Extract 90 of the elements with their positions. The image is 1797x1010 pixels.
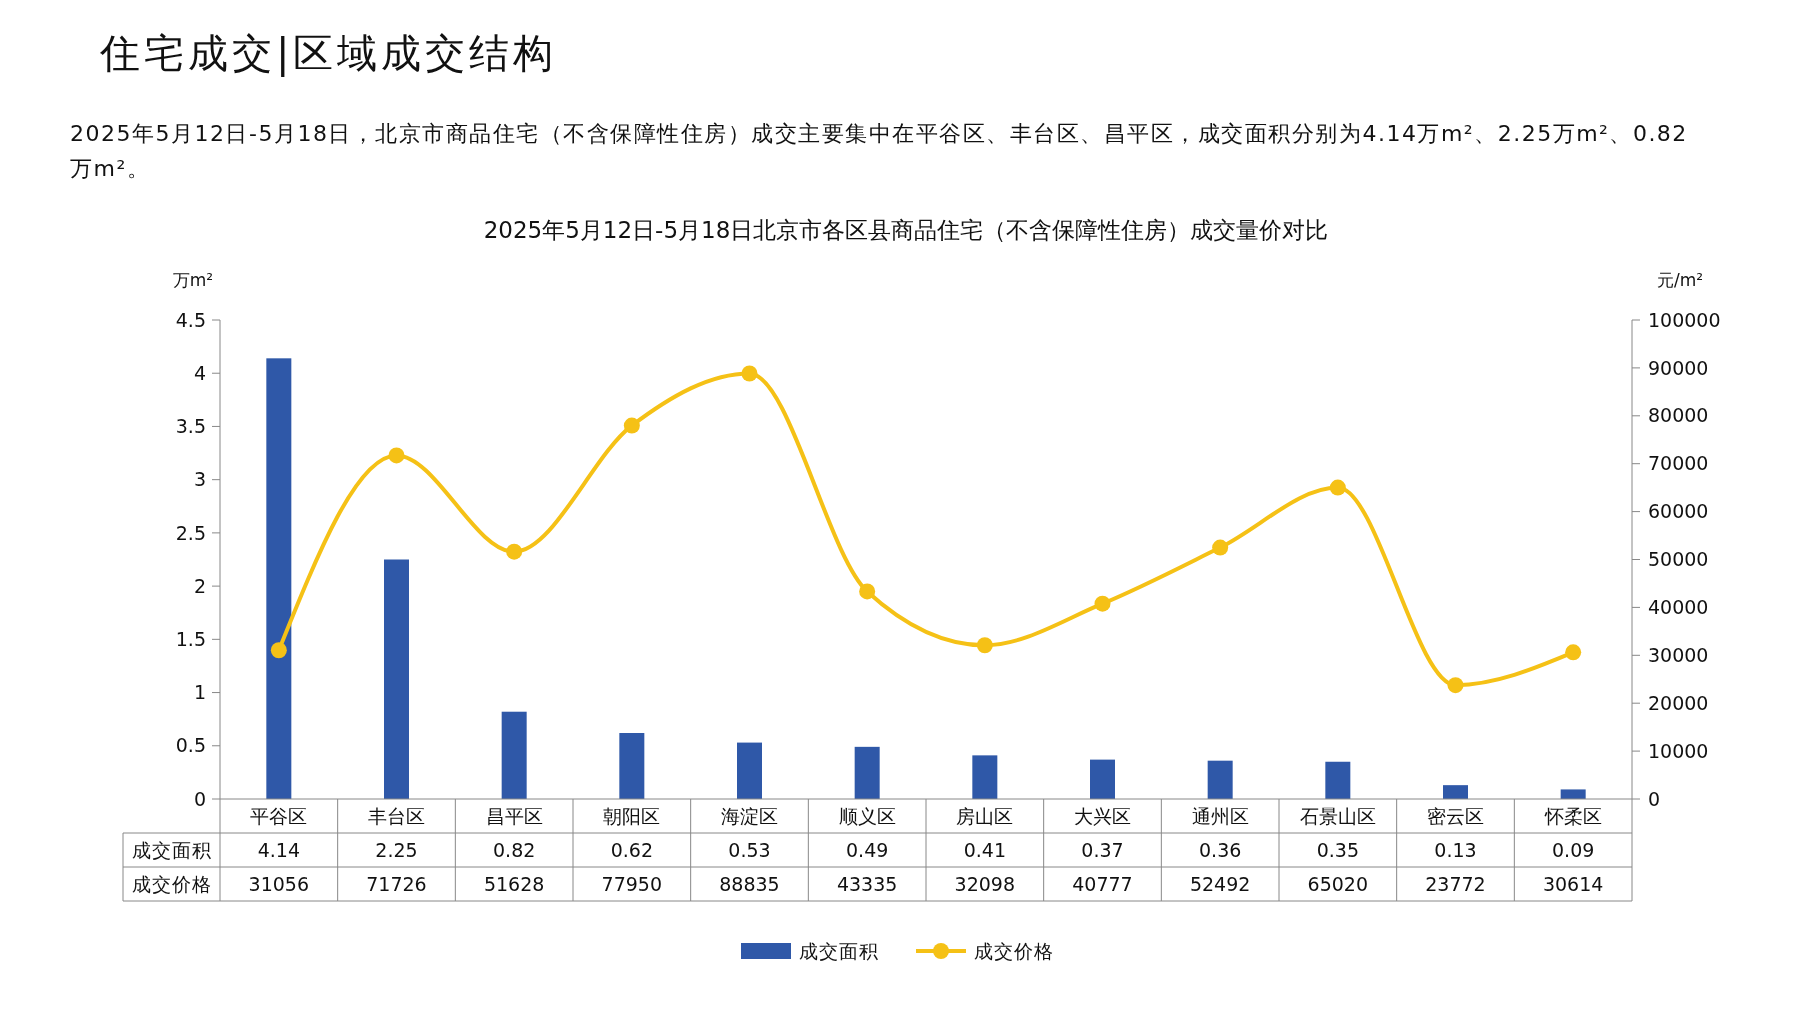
point xyxy=(506,543,523,560)
y2-tick-label: 40000 xyxy=(1648,596,1709,619)
point xyxy=(1329,479,1346,496)
chart-title: 2025年5月12日-5月18日北京市各区县商品住宅（不含保障性住房）成交量价对比 xyxy=(483,217,1329,243)
data-label: 23772 xyxy=(1425,872,1486,895)
x-tick-label: 通州区 xyxy=(1191,804,1249,827)
data-label: 0.13 xyxy=(1434,838,1477,861)
point xyxy=(741,365,758,382)
point xyxy=(976,637,993,654)
data-label: 2.25 xyxy=(375,838,418,861)
y2-tick-label: 90000 xyxy=(1648,356,1709,379)
data-label: 0.36 xyxy=(1199,838,1242,861)
y2-tick-label: 80000 xyxy=(1648,404,1709,427)
bar xyxy=(266,358,292,799)
data-label: 0.62 xyxy=(610,838,653,861)
bar xyxy=(972,755,998,799)
y-tick-label: 1 xyxy=(193,681,206,704)
y-tick-label: 3.5 xyxy=(175,415,206,438)
bar xyxy=(501,711,527,799)
data-label: 0.53 xyxy=(728,838,771,861)
x-tick-label: 怀柔区 xyxy=(1543,804,1602,827)
y-tick-label: 4.5 xyxy=(175,308,206,331)
data-label: 0.35 xyxy=(1316,838,1359,861)
bar xyxy=(1207,760,1233,799)
point xyxy=(1094,595,1111,612)
x-tick-label: 海淀区 xyxy=(721,804,778,827)
x-tick-label: 房山区 xyxy=(956,804,1014,827)
x-tick-label: 平谷区 xyxy=(250,804,308,827)
y2-tick-label: 70000 xyxy=(1648,452,1709,475)
point xyxy=(1565,644,1582,661)
point xyxy=(1447,677,1464,694)
x-tick-label: 大兴区 xyxy=(1074,804,1131,827)
text: 2025年5月12日-5月18日，北京市商品住宅（不含保障性住房）成交主要集中在平谷区、丰台区、昌平区，成交面积分别为4.14万m²、2.25万m²、0.82万m²。 xyxy=(70,120,1689,183)
point xyxy=(270,642,287,659)
y2-tick-label: 20000 xyxy=(1648,691,1709,714)
data-label: 52492 xyxy=(1189,872,1251,895)
x-tick-label: 丰台区 xyxy=(368,804,425,827)
y-tick-label: 2.5 xyxy=(175,521,206,544)
data-label: 0.82 xyxy=(493,838,536,861)
data-label: 51628 xyxy=(483,872,545,895)
data-label: 88835 xyxy=(719,872,780,895)
data-label: 4.14 xyxy=(257,838,300,861)
bar xyxy=(1325,761,1351,799)
y-tick-label: 3 xyxy=(193,468,206,491)
y2-tick-label: 0 xyxy=(1648,787,1661,810)
legend-label: 成交面积 xyxy=(799,939,879,962)
x-tick-label: 顺义区 xyxy=(838,804,896,827)
y2-tick-label: 10000 xyxy=(1648,739,1709,762)
data-label: 32098 xyxy=(954,872,1016,895)
y-tick-label: 0.5 xyxy=(175,734,206,757)
x-tick-label: 石景山区 xyxy=(1299,804,1376,827)
x-tick-label: 密云区 xyxy=(1427,804,1484,827)
bar xyxy=(1443,785,1468,799)
text: 成交价格 xyxy=(131,872,212,895)
data-label: 31056 xyxy=(248,872,310,895)
y2-tick-label: 50000 xyxy=(1648,548,1709,571)
bar xyxy=(1090,759,1115,799)
data-label: 43335 xyxy=(836,872,898,895)
y-tick-label: 0 xyxy=(193,787,206,810)
data-label: 0.09 xyxy=(1552,838,1595,861)
data-label: 0.37 xyxy=(1081,838,1124,861)
bar xyxy=(384,559,409,799)
text: 住宅成交|区域成交结构 xyxy=(100,29,558,79)
y2-tick-label: 60000 xyxy=(1648,500,1709,523)
y2-tick-label: 30000 xyxy=(1648,643,1709,666)
point xyxy=(859,583,876,600)
data-label: 71726 xyxy=(366,872,427,895)
point xyxy=(1212,539,1229,556)
data-label: 77950 xyxy=(601,872,663,895)
bar xyxy=(619,733,645,799)
text: 成交面积 xyxy=(131,838,212,861)
data-label: 30614 xyxy=(1542,872,1604,895)
data-label: 65020 xyxy=(1307,872,1369,895)
y-tick-label: 1.5 xyxy=(175,627,206,650)
bar xyxy=(854,746,880,799)
legend-label: 成交价格 xyxy=(974,939,1054,962)
point xyxy=(623,417,640,434)
data-label: 0.49 xyxy=(846,838,889,861)
data-label: 0.41 xyxy=(963,838,1006,861)
y2-tick-label: 100000 xyxy=(1648,308,1721,331)
point xyxy=(388,447,405,464)
y2-axis-title: 元/m² xyxy=(1656,270,1704,290)
bar xyxy=(1560,789,1586,799)
x-tick-label: 昌平区 xyxy=(485,804,543,827)
x-tick-label: 朝阳区 xyxy=(603,804,661,827)
y-tick-label: 4 xyxy=(193,361,206,384)
data-label: 40777 xyxy=(1072,872,1133,895)
y-axis-title: 万m² xyxy=(172,270,214,290)
y-tick-label: 2 xyxy=(193,574,206,597)
bar xyxy=(737,742,762,799)
